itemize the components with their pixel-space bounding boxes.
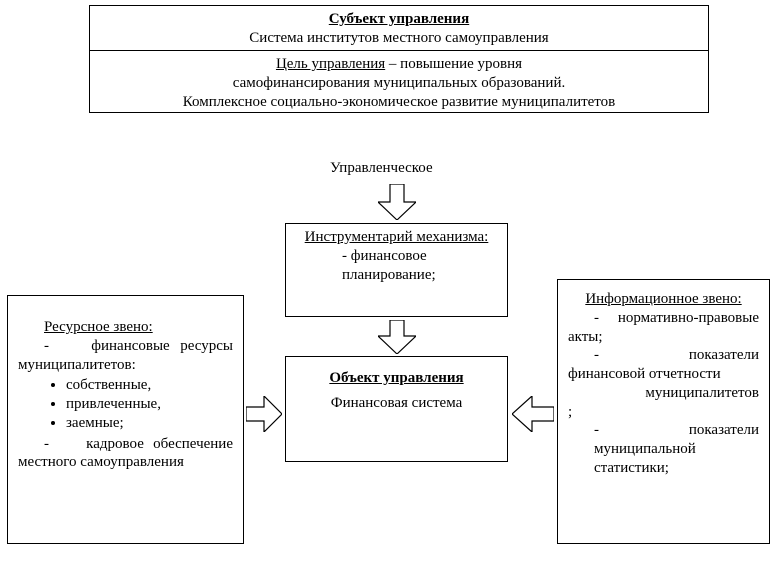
info-semicolon: ; (568, 403, 759, 422)
subject-box: Субъект управления Система институтов ме… (89, 5, 709, 51)
resource-tail: - кадровое обеспечение местного самоупра… (18, 435, 233, 473)
info-i2: - показатели финансовой отчетности (568, 346, 759, 384)
resource-b1: собственные, (66, 376, 233, 395)
instrument-box: Инструментарий механизма: - финансовое п… (285, 223, 508, 317)
goal-line3: Комплексное социально-экономическое разв… (100, 93, 698, 112)
info-box: Информационное звено: - нормативно-право… (557, 279, 770, 544)
instrument-item1: - финансовое планирование; (296, 247, 497, 285)
resource-b2: привлеченные, (66, 395, 233, 414)
info-i2b: муниципалитетов (568, 384, 759, 403)
resource-lead: - финансовые ресурсы муниципалитетов: (18, 337, 233, 375)
goal-line1: Цель управления – повышение уровня (100, 55, 698, 74)
info-i3: - показатели муниципальной статистики; (568, 421, 759, 477)
resource-title: Ресурсное звено: (44, 319, 153, 335)
resource-box: Ресурсное звено: - финансовые ресурсы му… (7, 295, 244, 544)
goal-text1: – повышение уровня (385, 56, 522, 72)
resource-b3: заемные; (66, 414, 233, 433)
subject-title: Субъект управления (100, 10, 698, 29)
arrow-down-icon (378, 320, 416, 354)
arrow-label: Управленческое (330, 160, 433, 177)
info-title: Информационное звено: (585, 291, 741, 307)
goal-box: Цель управления – повышение уровня самоф… (89, 50, 709, 113)
subject-text: Система институтов местного самоуправлен… (100, 29, 698, 48)
object-box: Объект управления Финансовая система (285, 356, 508, 462)
object-text: Финансовая система (296, 394, 497, 413)
resource-bullets: собственные, привлеченные, заемные; (18, 376, 233, 432)
instrument-title: Инструментарий механизма: (296, 228, 497, 247)
goal-line2: самофинансирования муниципальных образов… (100, 74, 698, 93)
info-i1: - нормативно-правовые акты; (568, 309, 759, 347)
arrow-left-icon (512, 396, 554, 432)
arrow-right-icon (246, 396, 282, 432)
goal-title: Цель управления (276, 56, 385, 72)
object-title: Объект управления (296, 369, 497, 388)
arrow-down-icon (378, 184, 416, 220)
